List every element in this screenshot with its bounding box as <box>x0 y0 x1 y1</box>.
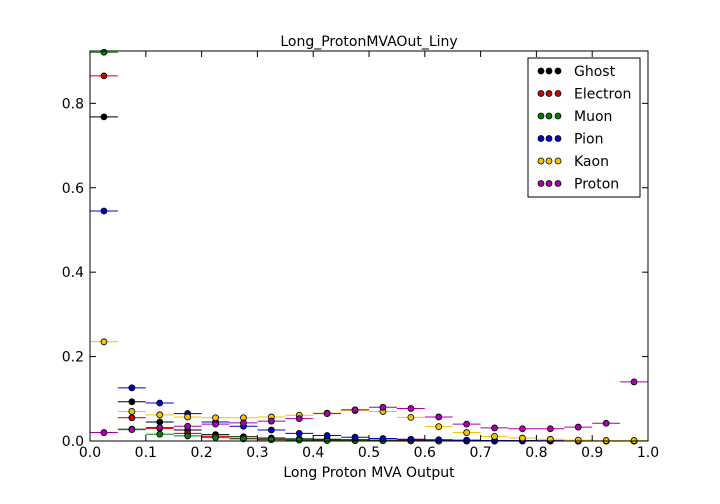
data-point <box>156 424 164 431</box>
y-tick-label: 0.0 <box>62 434 84 450</box>
data-point <box>323 410 331 417</box>
legend-marker <box>537 67 545 75</box>
x-tick-label: 0.3 <box>246 445 268 461</box>
data-point <box>267 417 275 425</box>
data-point <box>100 429 108 436</box>
data-point <box>128 398 136 406</box>
data-point <box>212 414 219 422</box>
data-point <box>100 72 108 80</box>
data-point <box>128 414 136 422</box>
legend-label: Proton <box>574 177 619 193</box>
data-point <box>463 420 471 428</box>
legend-label: Muon <box>574 109 612 125</box>
data-point <box>156 411 164 419</box>
legend-marker <box>545 180 553 187</box>
data-point <box>267 426 275 434</box>
x-tick-label: 1.0 <box>637 445 659 461</box>
data-point <box>128 408 136 415</box>
x-tick-label: 0.1 <box>135 445 157 461</box>
legend-marker <box>545 135 553 142</box>
data-point <box>323 432 331 439</box>
legend-label: Kaon <box>574 154 609 170</box>
data-point <box>184 422 192 430</box>
legend-label: Ghost <box>574 64 616 80</box>
x-tick-label: 0.9 <box>581 445 603 461</box>
data-point <box>574 423 582 431</box>
data-point <box>128 384 136 392</box>
data-point <box>435 436 443 444</box>
data-point <box>435 413 443 421</box>
legend-marker <box>545 67 553 75</box>
data-point <box>491 424 498 432</box>
data-point <box>240 435 247 443</box>
legend-marker <box>537 135 545 142</box>
data-point <box>630 378 638 386</box>
data-point <box>212 420 219 428</box>
x-tick-label: 0.5 <box>358 445 380 461</box>
data-point <box>100 113 108 121</box>
data-point <box>267 436 275 444</box>
data-point <box>128 426 136 434</box>
legend-marker <box>537 112 545 120</box>
legend-marker <box>545 90 553 97</box>
legend-marker <box>554 67 562 75</box>
data-point <box>295 436 303 444</box>
data-point <box>463 429 471 436</box>
data-point <box>435 423 443 431</box>
data-point <box>491 432 498 440</box>
legend: Ghost Electron Muon Pion Kaon Proton <box>527 57 641 198</box>
x-tick-label: 0.2 <box>190 445 212 461</box>
data-point <box>351 433 359 441</box>
series-proton <box>90 378 648 436</box>
legend-frame <box>527 57 641 198</box>
legend-marker <box>545 112 553 120</box>
y-tick-label: 0.8 <box>62 96 84 112</box>
x-tick-label: 0.0 <box>79 445 101 461</box>
data-point <box>351 406 359 414</box>
data-point <box>379 403 387 411</box>
data-point <box>574 436 582 444</box>
data-point <box>463 436 471 444</box>
legend-marker <box>554 180 562 187</box>
legend-label: Electron <box>574 87 631 103</box>
legend-marker <box>537 90 545 97</box>
data-point <box>240 419 247 427</box>
data-point <box>407 413 415 421</box>
legend-marker <box>545 157 553 165</box>
legend-marker <box>554 90 562 97</box>
data-point <box>184 413 192 421</box>
y-tick-label: 0.4 <box>62 265 84 281</box>
legend-marker <box>537 157 545 165</box>
data-point <box>407 405 415 412</box>
legend-label: Pion <box>574 132 603 148</box>
data-point <box>156 430 164 438</box>
data-point <box>100 338 108 346</box>
data-point <box>100 207 108 215</box>
data-point <box>546 425 554 433</box>
data-point <box>100 48 108 56</box>
chart-title: Long_ProtonMVAOut_Liny <box>280 34 457 50</box>
data-point <box>295 430 303 437</box>
legend-marker <box>554 135 562 142</box>
data-point <box>184 432 192 440</box>
data-point <box>212 434 219 442</box>
legend-marker <box>554 112 562 120</box>
axes: 0.0 0.1 0.2 0.3 0.4 0.5 0.6 0.7 0.8 0.9 1.0 0.0 0.2 0… <box>62 51 659 461</box>
data-point <box>519 434 526 442</box>
x-tick-label: 0.8 <box>525 445 547 461</box>
x-tick-label: 0.6 <box>414 445 436 461</box>
data-point <box>602 419 610 427</box>
data-point <box>156 399 164 407</box>
legend-marker <box>554 157 562 165</box>
data-point <box>295 415 303 423</box>
x-axis-title: Long Proton MVA Output <box>283 465 455 481</box>
legend-marker <box>537 180 545 187</box>
data-point <box>519 425 526 433</box>
x-tick-label: 0.4 <box>302 445 324 461</box>
y-tick-label: 0.2 <box>62 350 84 366</box>
y-tick-label: 0.6 <box>62 181 84 197</box>
x-tick-label: 0.7 <box>469 445 491 461</box>
